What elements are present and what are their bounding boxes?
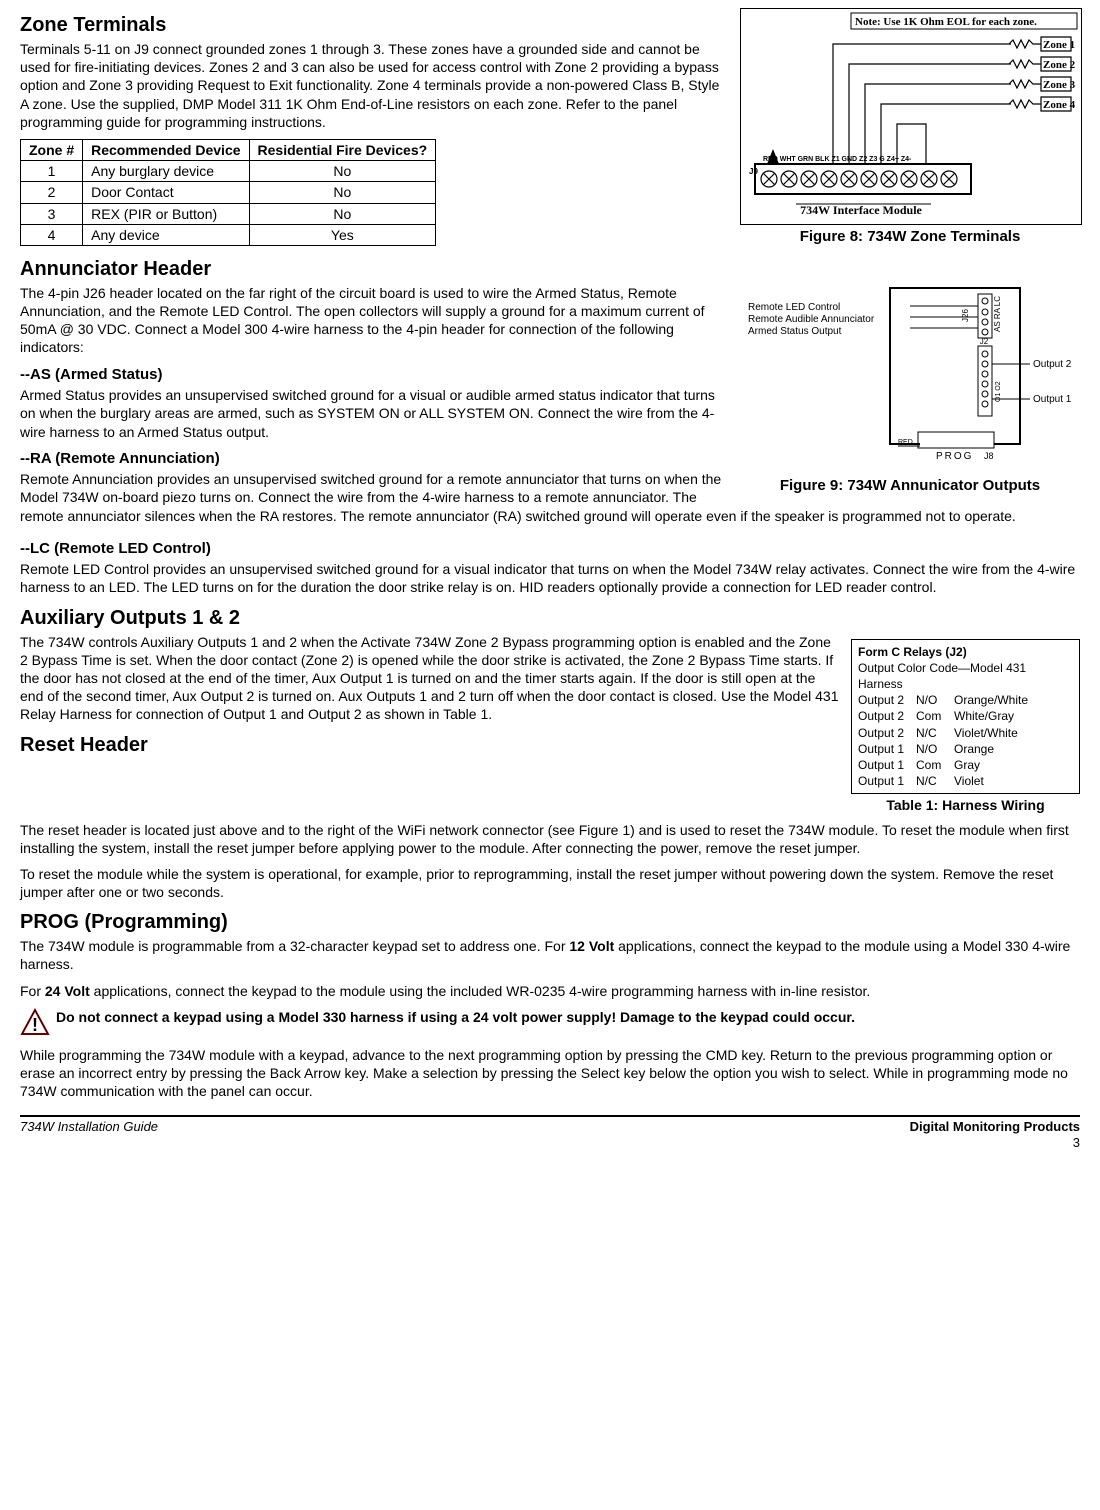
zone-table: Zone # Recommended Device Residential Fi… — [20, 139, 436, 246]
table1-caption: Table 1: Harness Wiring — [851, 796, 1080, 814]
prog-heading: PROG (Programming) — [20, 909, 1080, 935]
figure-9: J26 AS RA LC J2 O1 O2 PROG J8 RED Remote… — [740, 284, 1080, 496]
table-1: Form C Relays (J2) Output Color Code—Mod… — [851, 639, 1080, 815]
svg-text:Zone 3: Zone 3 — [1043, 79, 1076, 91]
svg-text:PROG: PROG — [936, 451, 973, 462]
table-row: 1Any burglary deviceNo — [21, 161, 436, 182]
reset-p1: The reset header is located just above a… — [20, 821, 1080, 857]
svg-text:J2: J2 — [980, 337, 989, 346]
page-footer: 734W Installation Guide Digital Monitori… — [20, 1115, 1080, 1153]
footer-left: 734W Installation Guide — [20, 1119, 158, 1153]
svg-text:Zone 2: Zone 2 — [1043, 59, 1076, 71]
table-row: Output 1N/CViolet — [858, 773, 1073, 789]
svg-text:RED WHT GRN BLK Z1 GND Z2 Z: RED WHT GRN BLK Z1 GND Z2 Z3 G Z4+ Z4- — [763, 156, 912, 163]
svg-text:!: ! — [32, 1015, 38, 1035]
svg-text:Remote Audible Annunciator: Remote Audible Annunciator — [748, 314, 875, 325]
fig8-note: Note: Use 1K Ohm EOL for each zone. — [855, 16, 1037, 28]
svg-text:AS RA LC: AS RA LC — [993, 296, 1002, 332]
svg-text:Output 2: Output 2 — [1033, 359, 1072, 370]
svg-text:Armed Status Output: Armed Status Output — [748, 326, 842, 337]
svg-text:Output 1: Output 1 — [1033, 394, 1072, 405]
lc-body: Remote LED Control provides an unsupervi… — [20, 560, 1080, 596]
table-row: Output 2N/OOrange/White — [858, 692, 1073, 708]
lc-heading: --LC (Remote LED Control) — [20, 539, 1080, 559]
figure-9-caption: Figure 9: 734W Annunicator Outputs — [740, 476, 1080, 496]
svg-text:RED: RED — [898, 439, 913, 446]
figure-8-caption: Figure 8: 734W Zone Terminals — [740, 227, 1080, 247]
svg-text:Zone 4: Zone 4 — [1043, 99, 1076, 111]
prog-p1: The 734W module is programmable from a 3… — [20, 937, 1080, 973]
table-row: 4Any deviceYes — [21, 224, 436, 245]
zone-th-2: Residential Fire Devices? — [249, 139, 436, 160]
svg-text:Remote LED Control: Remote LED Control — [748, 302, 840, 313]
footer-right: Digital Monitoring Products — [910, 1119, 1080, 1136]
svg-text:Zone 1: Zone 1 — [1043, 39, 1075, 51]
warning-text: Do not connect a keypad using a Model 33… — [56, 1008, 855, 1026]
footer-page: 3 — [910, 1135, 1080, 1152]
table-row: 2Door ContactNo — [21, 182, 436, 203]
table-row: Output 2N/CViolet/White — [858, 725, 1073, 741]
table-row: Output 1N/OOrange — [858, 741, 1073, 757]
table-row: Output 2ComWhite/Gray — [858, 708, 1073, 724]
figure-8: Note: Use 1K Ohm EOL for each zone. Zone… — [740, 8, 1080, 247]
table-row: 3REX (PIR or Button)No — [21, 203, 436, 224]
warning-block: ! Do not connect a keypad using a Model … — [20, 1008, 1080, 1042]
svg-text:J9: J9 — [749, 167, 758, 176]
svg-text:J26: J26 — [961, 308, 970, 321]
prog-p2: For 24 Volt applications, connect the ke… — [20, 982, 1080, 1000]
table1-subtitle: Output Color Code—Model 431 Harness — [858, 660, 1073, 692]
reset-p2: To reset the module while the system is … — [20, 865, 1080, 901]
zone-th-1: Recommended Device — [83, 139, 249, 160]
warning-icon: ! — [20, 1008, 50, 1042]
aux-heading: Auxiliary Outputs 1 & 2 — [20, 605, 1080, 631]
table1-title: Form C Relays (J2) — [858, 644, 1073, 660]
table-row: Output 1ComGray — [858, 757, 1073, 773]
annunciator-heading: Annunciator Header — [20, 256, 1080, 282]
zone-th-0: Zone # — [21, 139, 83, 160]
prog-p3: While programming the 734W module with a… — [20, 1046, 1080, 1101]
svg-text:J8: J8 — [984, 451, 994, 461]
svg-text:734W Interface Module: 734W Interface Module — [800, 203, 922, 217]
